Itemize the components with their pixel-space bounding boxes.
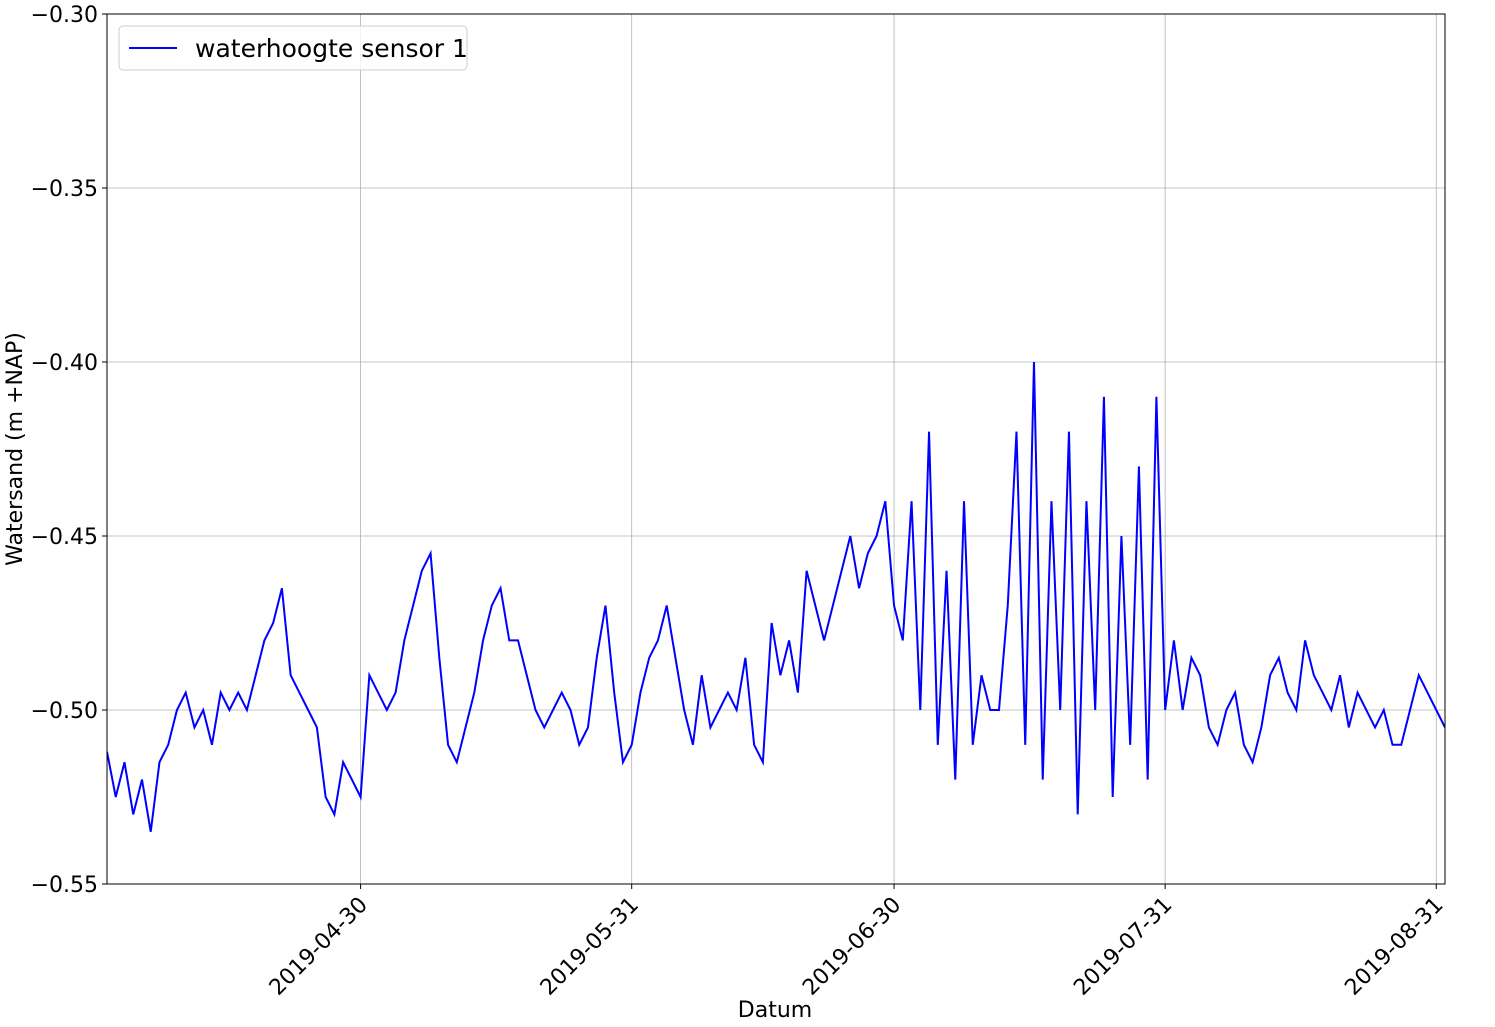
x-tick-label: 2019-07-31 [1069,893,1177,1001]
y-tick-label: −0.30 [31,3,98,28]
plot-frame [106,13,1446,885]
x-tick-label: 2019-05-31 [536,893,644,1001]
y-axis-label: Watersand (m +NAP) [3,332,28,566]
y-tick-label: −0.50 [31,699,98,724]
x-tick-label: 2019-06-30 [798,893,906,1001]
x-tick-label: 2019-08-31 [1340,893,1448,1001]
y-tick-label: −0.40 [31,351,98,376]
legend-box [118,25,468,71]
x-axis-label: Datum [738,998,812,1023]
x-tick-label: 2019-04-30 [265,893,373,1001]
y-tick-label: −0.45 [31,525,98,550]
data-line [107,361,1445,832]
y-tick-label: −0.35 [31,177,98,202]
y-tick-label: −0.55 [31,873,98,898]
legend-label: waterhoogte sensor 1 [195,34,468,63]
